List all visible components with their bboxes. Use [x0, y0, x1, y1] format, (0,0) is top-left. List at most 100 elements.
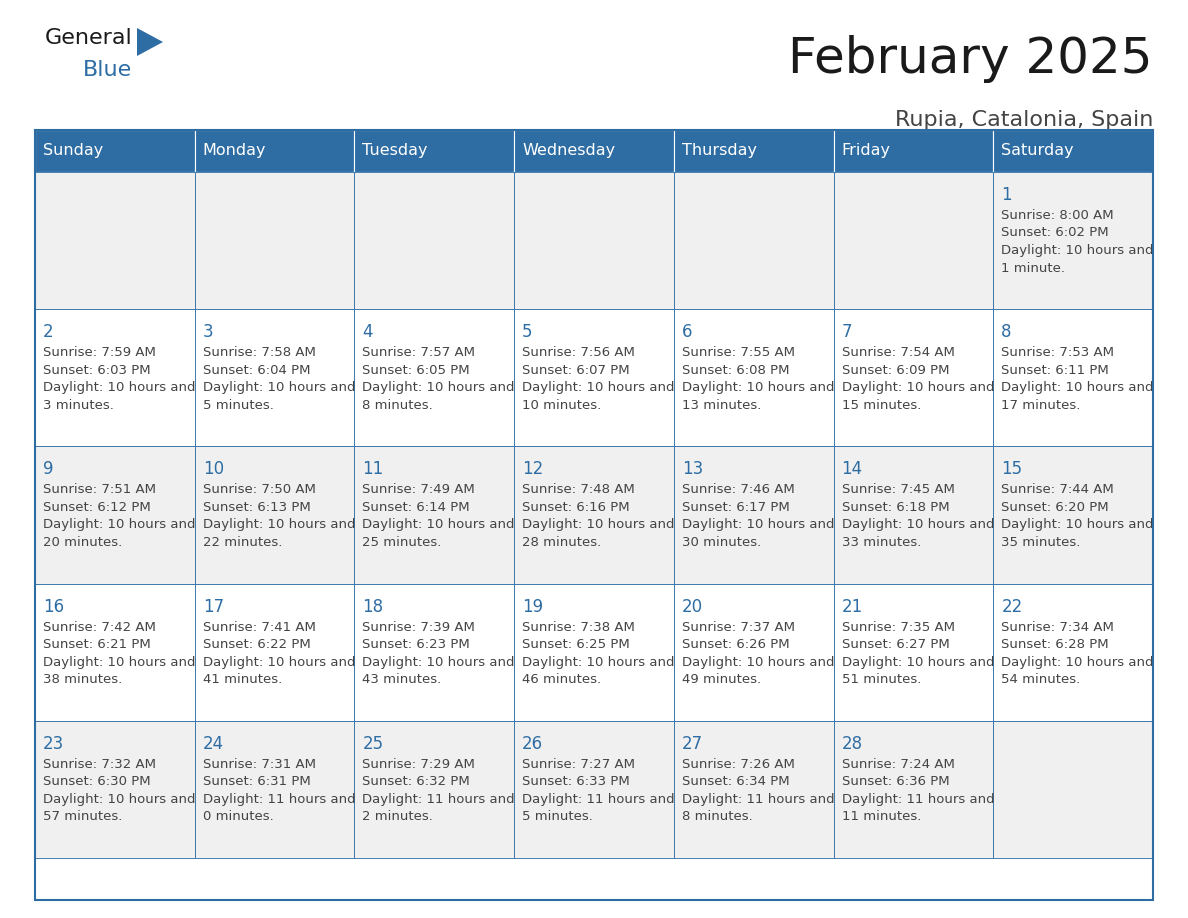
Text: Sunrise: 7:32 AM: Sunrise: 7:32 AM	[43, 757, 156, 771]
Bar	[674, 446, 834, 584]
Text: Daylight: 10 hours and: Daylight: 10 hours and	[682, 655, 834, 668]
Text: Daylight: 11 hours and: Daylight: 11 hours and	[682, 793, 834, 806]
Bar	[354, 584, 514, 721]
Text: Sunset: 6:28 PM: Sunset: 6:28 PM	[1001, 638, 1108, 651]
Bar	[674, 172, 834, 309]
Text: 33 minutes.: 33 minutes.	[841, 536, 921, 549]
Text: 49 minutes.: 49 minutes.	[682, 673, 762, 686]
Text: 11 minutes.: 11 minutes.	[841, 811, 921, 823]
Text: 28: 28	[841, 734, 862, 753]
Text: 5 minutes.: 5 minutes.	[203, 398, 273, 411]
Bar	[195, 721, 354, 858]
Bar	[993, 446, 1154, 584]
Text: 18: 18	[362, 598, 384, 616]
Text: Sunrise: 7:27 AM: Sunrise: 7:27 AM	[523, 757, 636, 771]
Text: Sunrise: 7:44 AM: Sunrise: 7:44 AM	[1001, 484, 1114, 497]
Text: 57 minutes.: 57 minutes.	[43, 811, 122, 823]
Text: 10 minutes.: 10 minutes.	[523, 398, 601, 411]
Text: Daylight: 10 hours and: Daylight: 10 hours and	[682, 381, 834, 394]
Text: Daylight: 10 hours and: Daylight: 10 hours and	[523, 655, 675, 668]
Text: Daylight: 10 hours and: Daylight: 10 hours and	[682, 519, 834, 532]
Bar	[354, 172, 514, 309]
Text: Sunset: 6:31 PM: Sunset: 6:31 PM	[203, 776, 310, 789]
Text: Sunset: 6:03 PM: Sunset: 6:03 PM	[43, 364, 151, 376]
Text: Daylight: 10 hours and: Daylight: 10 hours and	[1001, 519, 1154, 532]
Text: Sunrise: 7:54 AM: Sunrise: 7:54 AM	[841, 346, 954, 359]
Bar	[834, 584, 993, 721]
Text: Daylight: 10 hours and: Daylight: 10 hours and	[1001, 244, 1154, 257]
Text: Sunrise: 7:46 AM: Sunrise: 7:46 AM	[682, 484, 795, 497]
Bar	[993, 130, 1154, 172]
Bar	[993, 172, 1154, 309]
Text: 22: 22	[1001, 598, 1023, 616]
Bar	[514, 130, 674, 172]
Text: Sunrise: 7:31 AM: Sunrise: 7:31 AM	[203, 757, 316, 771]
Text: 4: 4	[362, 323, 373, 341]
Text: Sunset: 6:20 PM: Sunset: 6:20 PM	[1001, 501, 1108, 514]
Text: 25: 25	[362, 734, 384, 753]
Text: General: General	[45, 28, 133, 48]
Text: Daylight: 10 hours and: Daylight: 10 hours and	[43, 519, 196, 532]
Bar	[514, 172, 674, 309]
Text: 17 minutes.: 17 minutes.	[1001, 398, 1081, 411]
Bar	[993, 721, 1154, 858]
Text: Sunset: 6:18 PM: Sunset: 6:18 PM	[841, 501, 949, 514]
Text: 26: 26	[523, 734, 543, 753]
Text: Tuesday: Tuesday	[362, 143, 428, 159]
Text: Sunrise: 7:45 AM: Sunrise: 7:45 AM	[841, 484, 954, 497]
Text: 20 minutes.: 20 minutes.	[43, 536, 122, 549]
Text: Sunset: 6:26 PM: Sunset: 6:26 PM	[682, 638, 790, 651]
Text: Sunset: 6:34 PM: Sunset: 6:34 PM	[682, 776, 790, 789]
Bar	[834, 130, 993, 172]
Text: 3: 3	[203, 323, 214, 341]
Text: Sunset: 6:05 PM: Sunset: 6:05 PM	[362, 364, 470, 376]
Text: 1 minute.: 1 minute.	[1001, 262, 1066, 274]
Text: 54 minutes.: 54 minutes.	[1001, 673, 1081, 686]
Text: 2 minutes.: 2 minutes.	[362, 811, 434, 823]
Text: Wednesday: Wednesday	[523, 143, 615, 159]
Text: Sunrise: 7:39 AM: Sunrise: 7:39 AM	[362, 621, 475, 633]
Text: 46 minutes.: 46 minutes.	[523, 673, 601, 686]
Bar	[674, 309, 834, 446]
Text: Sunset: 6:09 PM: Sunset: 6:09 PM	[841, 364, 949, 376]
Text: Daylight: 10 hours and: Daylight: 10 hours and	[43, 381, 196, 394]
Text: Sunrise: 7:59 AM: Sunrise: 7:59 AM	[43, 346, 156, 359]
Text: 5: 5	[523, 323, 532, 341]
Text: 6: 6	[682, 323, 693, 341]
Text: Sunset: 6:32 PM: Sunset: 6:32 PM	[362, 776, 470, 789]
Text: 28 minutes.: 28 minutes.	[523, 536, 601, 549]
Bar	[34, 446, 195, 584]
Text: Daylight: 10 hours and: Daylight: 10 hours and	[523, 519, 675, 532]
Bar	[514, 309, 674, 446]
Text: 15 minutes.: 15 minutes.	[841, 398, 921, 411]
Text: 14: 14	[841, 461, 862, 478]
Text: Blue: Blue	[83, 60, 132, 80]
Text: Sunset: 6:21 PM: Sunset: 6:21 PM	[43, 638, 151, 651]
Text: 38 minutes.: 38 minutes.	[43, 673, 122, 686]
Text: 3 minutes.: 3 minutes.	[43, 398, 114, 411]
Text: Friday: Friday	[841, 143, 891, 159]
Bar	[674, 721, 834, 858]
Text: 19: 19	[523, 598, 543, 616]
Bar	[674, 584, 834, 721]
Text: Sunrise: 7:55 AM: Sunrise: 7:55 AM	[682, 346, 795, 359]
Bar	[354, 130, 514, 172]
Text: Sunset: 6:11 PM: Sunset: 6:11 PM	[1001, 364, 1110, 376]
Text: Sunrise: 7:56 AM: Sunrise: 7:56 AM	[523, 346, 636, 359]
Text: February 2025: February 2025	[789, 35, 1154, 83]
Text: Sunrise: 7:51 AM: Sunrise: 7:51 AM	[43, 484, 156, 497]
Text: Sunrise: 7:26 AM: Sunrise: 7:26 AM	[682, 757, 795, 771]
Bar	[34, 309, 195, 446]
Text: 12: 12	[523, 461, 543, 478]
Text: 24: 24	[203, 734, 223, 753]
Text: Daylight: 10 hours and: Daylight: 10 hours and	[523, 381, 675, 394]
Bar	[34, 130, 1154, 900]
Bar	[34, 130, 195, 172]
Text: Sunset: 6:36 PM: Sunset: 6:36 PM	[841, 776, 949, 789]
Text: 5 minutes.: 5 minutes.	[523, 811, 593, 823]
Text: Daylight: 10 hours and: Daylight: 10 hours and	[841, 655, 994, 668]
Text: Daylight: 11 hours and: Daylight: 11 hours and	[523, 793, 675, 806]
Text: Daylight: 10 hours and: Daylight: 10 hours and	[841, 519, 994, 532]
Text: Sunset: 6:22 PM: Sunset: 6:22 PM	[203, 638, 310, 651]
Text: Sunrise: 7:48 AM: Sunrise: 7:48 AM	[523, 484, 634, 497]
